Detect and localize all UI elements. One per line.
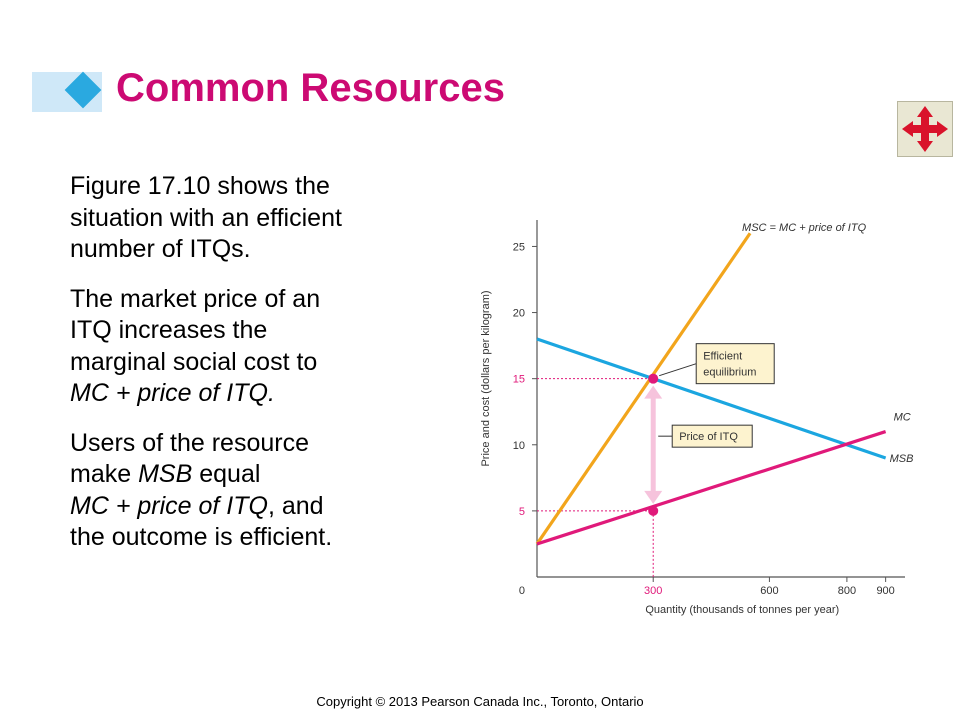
mc-point	[648, 505, 659, 516]
text-line: Users of the resource	[70, 428, 309, 457]
copyright: Copyright © 2013 Pearson Canada Inc., To…	[316, 694, 644, 709]
efficient-label-line: Efficient	[703, 351, 742, 363]
y-tick-label: 20	[513, 308, 525, 320]
four-way-arrows-icon	[902, 106, 948, 152]
series-label: MSB	[890, 453, 914, 465]
price-itq-label: Price of ITQ	[679, 431, 738, 443]
y-tick-label: 15	[513, 374, 525, 386]
slide-title: Common Resources	[116, 66, 505, 110]
paragraph-users: Users of the resource make MSB equal MC …	[70, 428, 430, 554]
text-line: The market price of an	[70, 284, 321, 313]
x-axis-label: Quantity (thousands of tonnes per year)	[645, 604, 839, 616]
x-tick-label: 600	[760, 585, 778, 597]
series-line	[535, 232, 752, 545]
text-line: the outcome is efficient.	[70, 523, 333, 551]
series-label: MSC = MC + price of ITQ	[742, 222, 867, 234]
text-line: marginal social cost to	[70, 347, 318, 376]
y-tick-label: 10	[513, 440, 525, 452]
text-line: Figure 17.10 shows the	[70, 172, 330, 200]
gap-arrow-head-up	[644, 385, 663, 399]
text-line: ITQ increases the	[70, 316, 268, 344]
gap-arrow-head-down	[644, 490, 663, 504]
text-line: MC + price of ITQ, and	[70, 491, 324, 520]
x-tick-label: 900	[876, 585, 894, 597]
itq-chart: 5 10 15 20 25 0 300 600 800 900 Quantity (thousand…	[480, 220, 913, 616]
series-line	[536, 430, 887, 546]
paragraph-market-price: The market price of an ITQ increases the…	[70, 284, 430, 410]
equilibrium-point	[648, 373, 659, 384]
text-line: situation with an efficient	[70, 203, 342, 232]
body-text: Figure 17.10 shows the situation with an…	[70, 171, 430, 572]
y-tick-label: 25	[513, 241, 525, 253]
efficient-label-line: equilibrium	[703, 367, 756, 379]
text-line: MC + price of ITQ.	[70, 379, 275, 407]
series-line	[536, 337, 887, 460]
text-line: number of ITQs.	[70, 235, 251, 263]
nav-button[interactable]	[897, 101, 953, 157]
paragraph-figure: Figure 17.10 shows the situation with an…	[70, 171, 430, 266]
x-tick-label: 300	[644, 585, 662, 597]
y-axis-label: Price and cost (dollars per kilogram)	[480, 290, 492, 466]
chart-layer: 5 10 15 20 25 0 300 600 800 900 Quantity (thousand…	[480, 220, 913, 616]
text-line: make MSB equal	[70, 460, 261, 488]
x-tick-label: 800	[838, 585, 856, 597]
series-label: MC	[894, 412, 911, 424]
efficient-leader-line	[659, 363, 697, 377]
efficient-label-box	[695, 343, 775, 385]
y-tick-label: 5	[519, 506, 525, 518]
x-tick-label: 0	[519, 585, 525, 597]
